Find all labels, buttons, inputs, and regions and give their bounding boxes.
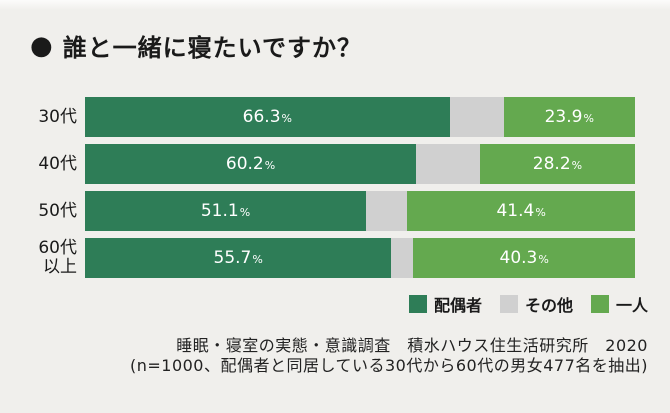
bar-row-60代以上: 60代 以上 55.7% 40.3% — [0, 238, 635, 278]
chart-title: ● 誰と一緒に寝たいですか？ — [30, 28, 362, 63]
segment-alone: 40.3% — [413, 238, 635, 278]
segment-alone: 41.4% — [407, 191, 635, 231]
segment-other — [449, 97, 504, 137]
category-label: 40代 — [38, 153, 77, 174]
legend-label: その他 — [524, 296, 573, 315]
chart-title-text: 誰と一緒に寝たいですか？ — [62, 34, 362, 62]
stacked-bar: 60.2% 28.2% — [85, 144, 635, 184]
bullet-icon: ● — [30, 30, 54, 61]
bar-row-40代: 40代 60.2% 28.2% — [0, 144, 635, 184]
legend: 配偶者 その他 一人 — [408, 292, 648, 316]
stacked-bar: 55.7% 40.3% — [85, 238, 635, 278]
segment-value-label: 28.2% — [532, 154, 583, 174]
segment-alone: 28.2% — [479, 144, 635, 184]
category-label: 60代 以上 — [38, 238, 77, 277]
bar-row-30代: 30代 66.3% 23.9% — [0, 97, 635, 137]
segment-value-label: 23.9% — [544, 107, 594, 127]
segment-alone: 23.9% — [503, 97, 635, 137]
segment-other — [366, 191, 408, 231]
segment-spouse: 51.1% — [85, 191, 367, 231]
source-note: 睡眠・寝室の実態・意識調査 積水ハウス住生活研究所 2020 (n=1000、配… — [130, 336, 648, 376]
legend-label: 一人 — [615, 296, 648, 315]
category-label: 30代 — [38, 106, 77, 127]
segment-value-label: 66.3% — [242, 107, 292, 127]
segment-other — [416, 144, 480, 184]
legend-item-other: その他 — [499, 292, 573, 316]
segment-spouse: 66.3% — [85, 97, 450, 137]
segment-value-label: 41.4% — [496, 201, 546, 221]
legend-item-alone: 一人 — [590, 292, 648, 316]
segment-value-label: 60.2% — [225, 154, 276, 174]
category-label: 50代 — [38, 200, 77, 221]
legend-label: 配偶者 — [433, 296, 482, 315]
bar-row-50代: 50代 51.1% 41.4% — [0, 191, 635, 231]
legend-swatch-icon — [590, 295, 609, 313]
legend-item-spouse: 配偶者 — [408, 292, 482, 316]
segment-other — [391, 238, 414, 278]
segment-value-label: 55.7% — [213, 248, 263, 268]
segment-value-label: 40.3% — [499, 248, 549, 268]
top-edge-fade — [0, 0, 670, 10]
source-line-2: (n=1000、配偶者と同居している30代から60代の男女477名を抽出) — [129, 356, 648, 375]
segment-value-label: 51.1% — [200, 201, 251, 221]
stacked-bar-chart: 30代 66.3% 23.9% 40代 60.2% 28.2% 50代 51.1% 41.4% 6… — [0, 97, 635, 285]
segment-spouse: 55.7% — [85, 238, 392, 278]
source-line-1: 睡眠・寝室の実態・意識調査 積水ハウス住生活研究所 2020 — [176, 336, 648, 355]
legend-swatch-icon — [408, 295, 427, 313]
stacked-bar: 66.3% 23.9% — [85, 97, 635, 137]
segment-spouse: 60.2% — [85, 144, 417, 184]
stacked-bar: 51.1% 41.4% — [85, 191, 635, 231]
legend-swatch-icon — [499, 295, 518, 313]
